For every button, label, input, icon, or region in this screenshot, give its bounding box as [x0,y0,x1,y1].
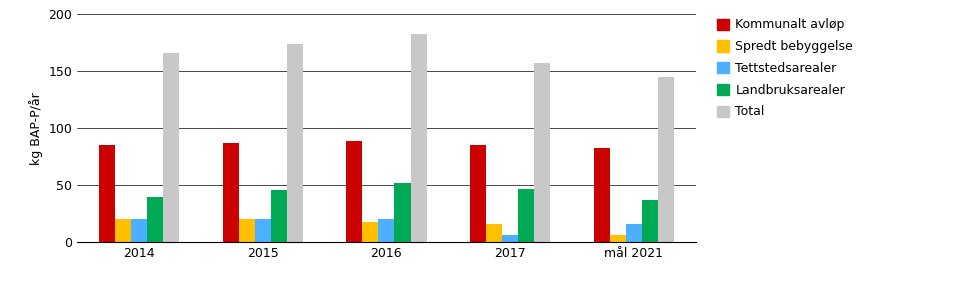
Bar [346,141,362,242]
Bar [163,53,180,242]
Bar [379,219,394,242]
Bar [486,224,502,242]
Bar [255,219,270,242]
Bar [658,77,674,242]
Bar [502,235,518,242]
Bar [287,44,303,242]
Y-axis label: kg BAP-P/år: kg BAP-P/år [29,92,43,165]
Bar [518,189,534,242]
Bar [641,200,658,242]
Bar [131,219,147,242]
Bar [222,143,239,242]
Bar [411,34,427,242]
Bar [610,235,626,242]
Bar [469,145,486,242]
Bar [534,63,551,242]
Bar [115,219,131,242]
Bar [99,145,115,242]
Bar [626,224,641,242]
Bar [593,148,610,242]
Bar [239,219,255,242]
Bar [270,190,287,242]
Bar [147,197,163,242]
Legend: Kommunalt avløp, Spredt bebyggelse, Tettstedsarealer, Landbruksarealer, Total: Kommunalt avløp, Spredt bebyggelse, Tett… [714,16,856,121]
Bar [362,222,379,242]
Bar [394,183,411,242]
